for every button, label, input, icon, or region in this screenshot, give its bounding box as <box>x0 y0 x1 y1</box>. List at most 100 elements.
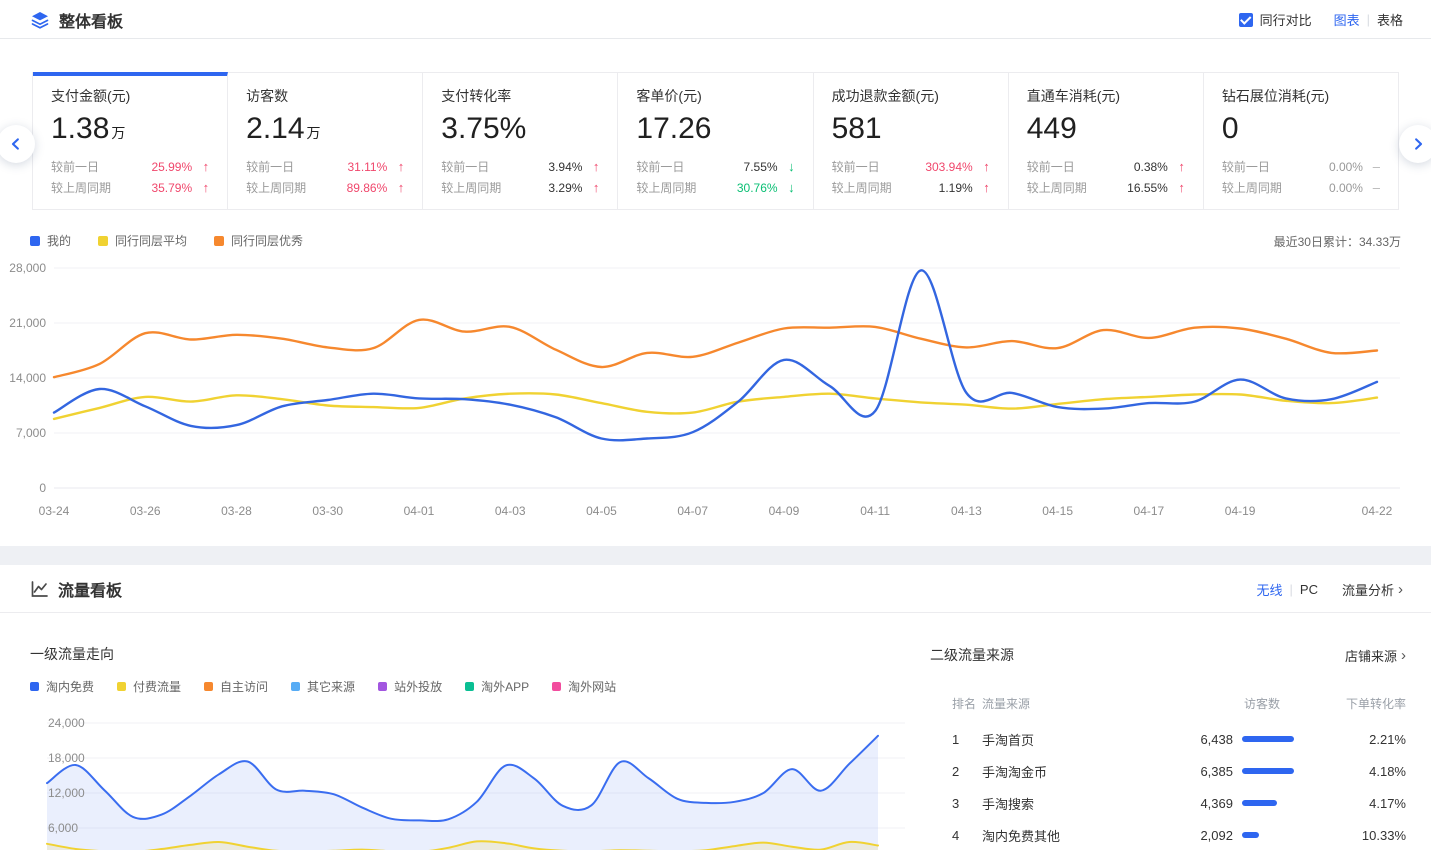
metric-card-7[interactable]: 钻石展位消耗(元) 0 较前一日 0.00% – 较上周同期 0.00% – <box>1203 72 1398 209</box>
trend-value: 3.94% <box>548 159 583 174</box>
trend-up-icon: ↑ <box>1178 180 1185 195</box>
trend-up-icon: ↑ <box>202 180 210 195</box>
rank-cell: 2 <box>952 763 960 779</box>
rank-cell: 4 <box>952 827 960 843</box>
main-chart-legend: 我的 同行同层平均 同行同层优秀 <box>30 232 303 249</box>
trend-down-icon: ↓ <box>788 159 795 174</box>
legend-item[interactable]: 同行同层优秀 <box>214 232 303 249</box>
trend-label: 较前一日 <box>441 160 490 174</box>
svg-text:04-11: 04-11 <box>860 504 890 518</box>
trend-value: 303.94% <box>925 159 973 174</box>
legend-label: 同行同层平均 <box>115 234 188 248</box>
visitors-bar-cell <box>1242 768 1306 774</box>
visitors-bar-cell <box>1242 800 1306 806</box>
metric-value: 0 <box>1221 112 1239 145</box>
legend-item[interactable]: 付费流量 <box>117 678 181 695</box>
metric-trend-row: 较上周同期 89.86% ↑ <box>246 177 404 198</box>
metric-trend-row: 较上周同期 0.00% – <box>1222 177 1380 198</box>
metric-trends: 较前一日 25.99% ↑ 较上周同期 35.79% ↑ <box>51 156 209 198</box>
trend-value: 1.19% <box>938 180 973 195</box>
metric-trend-row: 较前一日 7.55% ↓ <box>636 156 794 177</box>
trend-label: 较上周同期 <box>441 181 502 195</box>
legend-item[interactable]: 站外投放 <box>378 678 442 695</box>
metric-trend-row: 较前一日 0.38% ↑ <box>1027 156 1185 177</box>
visitors-cell: 2,092 <box>1200 827 1233 843</box>
trend-value: 16.55% <box>1127 180 1168 195</box>
svg-text:03-30: 03-30 <box>312 504 343 518</box>
visitors-bar <box>1242 768 1294 774</box>
metric-trend-row: 较上周同期 16.55% ↑ <box>1027 177 1185 198</box>
source-name-cell: 手淘淘金币 <box>982 764 1048 780</box>
visitors-bar <box>1242 736 1294 742</box>
metric-trend-row: 较前一日 25.99% ↑ <box>51 156 209 177</box>
view-chart-link[interactable]: 图表 <box>1333 13 1360 28</box>
source-table-columns: 排名 流量来源 访客数 下单转化率 <box>930 695 1422 711</box>
metric-card-4[interactable]: 客单价(元) 17.26 较前一日 7.55% ↓ 较上周同期 30.76% ↓ <box>618 72 814 209</box>
tab-pc[interactable]: PC <box>1299 581 1318 597</box>
trend-label: 较上周同期 <box>1221 181 1282 195</box>
chevron-right-icon: › <box>1401 646 1406 664</box>
tab-wireless[interactable]: 无线 <box>1256 582 1283 598</box>
source-table-rows: 1 手淘首页 6,438 2.21% 2 手淘淘金币 6,385 4.18% 3 手… <box>930 723 1422 850</box>
legend-label: 自主访问 <box>220 680 269 694</box>
legend-item[interactable]: 淘外网站 <box>552 678 616 695</box>
col-rate: 下单转化率 <box>1345 696 1406 711</box>
metric-trend-row: 较前一日 303.94% ↑ <box>832 156 990 177</box>
legend-swatch <box>214 235 225 246</box>
traffic-trend-chart: 24,000 18,000 12,000 6,000 <box>46 716 905 850</box>
peer-compare-label[interactable]: 同行对比 <box>1259 13 1312 28</box>
metric-card-2[interactable]: 访客数 2.14 万 较前一日 31.11% ↑ 较上周同期 89.86% ↑ <box>228 72 424 209</box>
rate-cell: 2.21% <box>1369 731 1406 747</box>
legend-swatch <box>552 682 562 691</box>
legend-swatch <box>30 235 40 246</box>
legend-item[interactable]: 淘内免费 <box>30 678 94 695</box>
metric-value: 3.75% <box>441 112 527 145</box>
view-table-link[interactable]: 表格 <box>1376 13 1403 28</box>
visitors-bar <box>1242 800 1277 806</box>
trend-label: 较上周同期 <box>831 181 892 195</box>
trend-value: 89.86% <box>346 180 388 195</box>
legend-item[interactable]: 同行同层平均 <box>98 232 187 249</box>
metric-label: 直通车消耗(元) <box>1026 88 1121 104</box>
metric-unit: 万 <box>111 125 126 141</box>
peer-compare-checkbox[interactable] <box>1238 12 1253 27</box>
trend-up-icon: ↑ <box>983 159 990 174</box>
metric-label: 支付转化率 <box>441 88 512 104</box>
legend-item[interactable]: 淘外APP <box>465 678 529 695</box>
svg-text:04-09: 04-09 <box>769 504 800 518</box>
legend-item[interactable]: 自主访问 <box>204 678 268 695</box>
section-divider <box>0 546 1431 565</box>
table-row: 3 手淘搜索 4,369 4.17% <box>930 787 1422 819</box>
metric-unit: 万 <box>306 125 321 141</box>
svg-text:04-03: 04-03 <box>495 504 526 518</box>
trend-flat-icon: – <box>1372 159 1380 174</box>
metric-trend-row: 较前一日 31.11% ↑ <box>246 156 404 177</box>
legend-swatch <box>117 682 127 691</box>
legend-item[interactable]: 其它来源 <box>291 678 355 695</box>
col-source: 流量来源 <box>982 696 1031 711</box>
shop-source-link[interactable]: 店铺来源 › <box>1345 646 1406 665</box>
table-row: 4 淘内免费其他 2,092 10.33% <box>930 819 1422 850</box>
trend-label: 较前一日 <box>636 160 685 174</box>
prev-cards-button[interactable] <box>0 125 35 163</box>
metric-card-6[interactable]: 直通车消耗(元) 449 较前一日 0.38% ↑ 较上周同期 16.55% ↑ <box>1008 72 1204 209</box>
metric-card-1[interactable]: 支付金额(元) 1.38 万 较前一日 25.99% ↑ 较上周同期 35.79%… <box>33 72 229 209</box>
trend-up-icon: ↑ <box>1178 159 1185 174</box>
visitors-cell: 4,369 <box>1200 795 1233 811</box>
legend-label: 淘内免费 <box>46 680 95 694</box>
next-cards-button[interactable] <box>1399 125 1431 163</box>
trend-label: 较上周同期 <box>1026 181 1087 195</box>
metric-label: 成功退款金额(元) <box>831 88 939 104</box>
source-name-cell: 淘内免费其他 <box>982 828 1061 844</box>
table-row: 1 手淘首页 6,438 2.21% <box>930 723 1422 755</box>
metric-card-5[interactable]: 成功退款金额(元) 581 较前一日 303.94% ↑ 较上周同期 1.19%… <box>813 72 1009 209</box>
rate-cell: 10.33% <box>1361 827 1406 843</box>
metric-label: 客单价(元) <box>636 88 702 104</box>
traffic-analysis-link[interactable]: 流量分析 › <box>1342 580 1403 599</box>
legend-item[interactable]: 我的 <box>30 232 71 249</box>
metric-card-3[interactable]: 支付转化率 3.75% 较前一日 3.94% ↑ 较上周同期 3.29% ↑ <box>423 72 619 209</box>
legend-swatch <box>204 682 214 691</box>
chevron-right-icon: › <box>1398 580 1403 598</box>
table-row: 2 手淘淘金币 6,385 4.18% <box>930 755 1422 787</box>
